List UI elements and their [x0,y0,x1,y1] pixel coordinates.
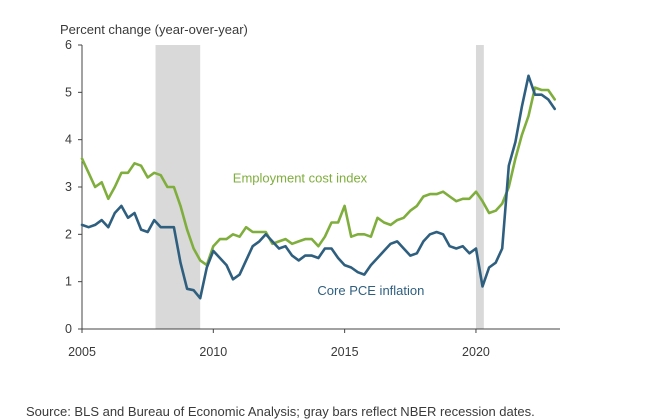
y-tick-label: 3 [65,180,72,194]
x-tick-label: 2010 [199,345,227,359]
x-tick-label: 2015 [331,345,359,359]
y-tick-label: 1 [65,275,72,289]
x-tick-label: 2005 [68,345,96,359]
y-tick-label: 5 [65,85,72,99]
tick-labels: 0 1 2 3 4 5 6 2005 2010 2015 2020 [65,38,490,359]
series-lines [80,74,557,300]
recession-bars [155,45,484,329]
recession-bar-1 [155,45,201,329]
y-tick-label: 2 [65,227,72,241]
series-annotations: Employment cost index Core PCE inflation [233,170,425,298]
series-line-core-pce-inflation [80,74,557,300]
y-axis-label: Percent change (year-over-year) [60,22,248,37]
source-note: Source: BLS and Bureau of Economic Analy… [26,404,535,419]
x-tick-label: 2020 [462,345,490,359]
y-tick-label: 0 [65,322,72,336]
y-tick-label: 4 [65,133,72,147]
series-label: Employment cost index [233,170,368,185]
series-line-employment-cost-index [80,86,557,267]
series-label: Core PCE inflation [317,283,424,298]
recession-bar-2 [475,45,484,329]
y-tick-label: 6 [65,38,72,52]
